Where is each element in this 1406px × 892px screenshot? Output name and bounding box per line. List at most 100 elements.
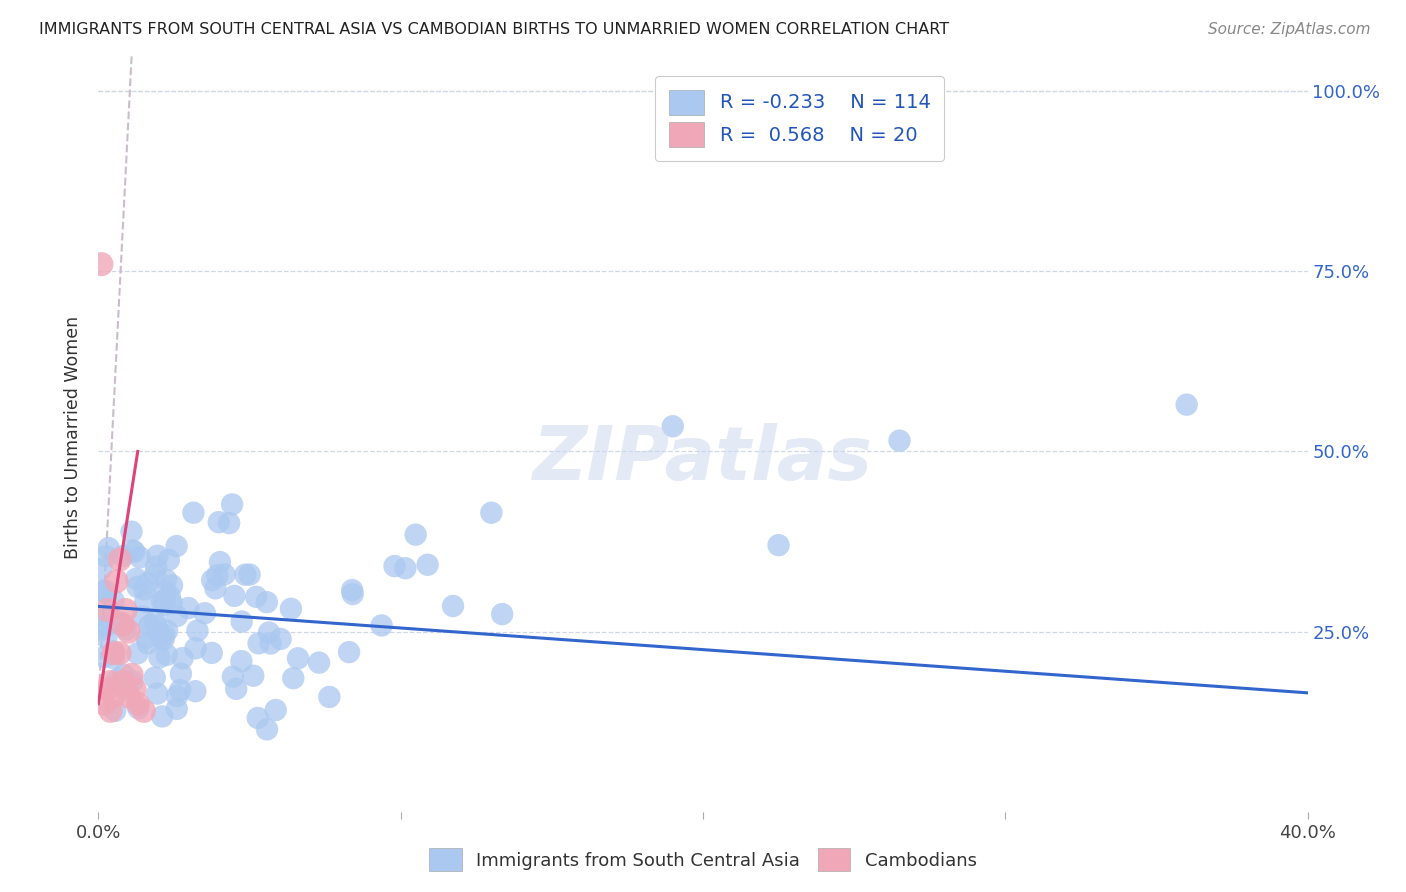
Point: [132, 704, 155, 718]
Point: [146, 687, 169, 701]
Point: [239, 567, 262, 582]
Point: [121, 668, 143, 682]
Point: [231, 615, 253, 629]
Point: [108, 615, 131, 630]
Text: ZIPatlas: ZIPatlas: [533, 423, 873, 496]
Point: [94, 583, 117, 598]
Point: [184, 641, 207, 656]
Point: [337, 645, 360, 659]
Point: [270, 632, 292, 646]
Point: [118, 624, 141, 639]
Text: IMMIGRANTS FROM SOUTH CENTRAL ASIA VS CAMBODIAN BIRTHS TO UNMARRIED WOMEN CORREL: IMMIGRANTS FROM SOUTH CENTRAL ASIA VS CA…: [39, 22, 949, 37]
Point: [132, 609, 155, 624]
Point: [96, 682, 118, 697]
Point: [491, 607, 513, 621]
Point: [208, 515, 231, 529]
Point: [108, 646, 131, 660]
Point: [143, 671, 166, 685]
Point: [96, 618, 118, 632]
Point: [148, 650, 170, 665]
Point: [245, 590, 267, 604]
Point: [201, 573, 224, 587]
Point: [112, 668, 135, 682]
Point: [103, 593, 125, 607]
Point: [233, 567, 256, 582]
Y-axis label: Births to Unmarried Women: Births to Unmarried Women: [65, 316, 83, 558]
Point: [222, 670, 245, 684]
Point: [115, 623, 138, 637]
Point: [1175, 398, 1198, 412]
Point: [260, 636, 283, 650]
Point: [370, 618, 392, 632]
Point: [156, 624, 179, 638]
Point: [111, 675, 134, 690]
Point: [207, 568, 229, 582]
Point: [93, 609, 115, 624]
Point: [90, 623, 112, 637]
Point: [104, 704, 127, 718]
Point: [121, 543, 143, 558]
Point: [111, 617, 134, 632]
Point: [889, 434, 911, 448]
Legend: Immigrants from South Central Asia, Cambodians: Immigrants from South Central Asia, Camb…: [422, 841, 984, 879]
Point: [121, 524, 143, 539]
Point: [156, 648, 179, 662]
Point: [242, 669, 264, 683]
Point: [103, 646, 125, 660]
Point: [247, 636, 270, 650]
Point: [96, 603, 118, 617]
Point: [768, 538, 790, 552]
Point: [124, 545, 146, 559]
Text: Source: ZipAtlas.com: Source: ZipAtlas.com: [1208, 22, 1371, 37]
Point: [146, 549, 169, 563]
Point: [153, 584, 176, 599]
Point: [218, 516, 240, 530]
Point: [340, 583, 363, 598]
Point: [416, 558, 439, 572]
Point: [160, 596, 183, 610]
Point: [177, 601, 200, 615]
Point: [145, 618, 167, 632]
Point: [186, 624, 208, 638]
Point: [134, 582, 156, 597]
Point: [342, 587, 364, 601]
Point: [93, 650, 115, 665]
Point: [138, 618, 160, 632]
Point: [166, 689, 188, 703]
Point: [201, 646, 224, 660]
Point: [157, 553, 180, 567]
Point: [115, 682, 138, 697]
Point: [204, 582, 226, 596]
Point: [264, 703, 287, 717]
Point: [121, 674, 143, 689]
Point: [135, 631, 157, 645]
Point: [153, 628, 176, 642]
Point: [143, 567, 166, 582]
Point: [481, 506, 503, 520]
Point: [107, 673, 129, 687]
Point: [441, 599, 464, 613]
Point: [97, 541, 120, 555]
Point: [214, 567, 236, 582]
Point: [127, 580, 149, 594]
Point: [124, 682, 146, 697]
Point: [150, 630, 173, 644]
Point: [169, 683, 191, 698]
Point: [93, 697, 115, 711]
Point: [257, 625, 280, 640]
Point: [287, 651, 309, 665]
Point: [183, 506, 205, 520]
Point: [172, 651, 194, 665]
Point: [159, 589, 181, 603]
Point: [103, 644, 125, 658]
Legend: R = -0.233    N = 114, R =  0.568    N = 20: R = -0.233 N = 114, R = 0.568 N = 20: [655, 76, 943, 161]
Point: [225, 681, 247, 696]
Point: [394, 561, 416, 575]
Point: [231, 654, 253, 668]
Point: [166, 539, 188, 553]
Point: [194, 606, 217, 620]
Point: [90, 583, 112, 598]
Point: [134, 595, 156, 609]
Point: [221, 498, 243, 512]
Point: [118, 690, 141, 704]
